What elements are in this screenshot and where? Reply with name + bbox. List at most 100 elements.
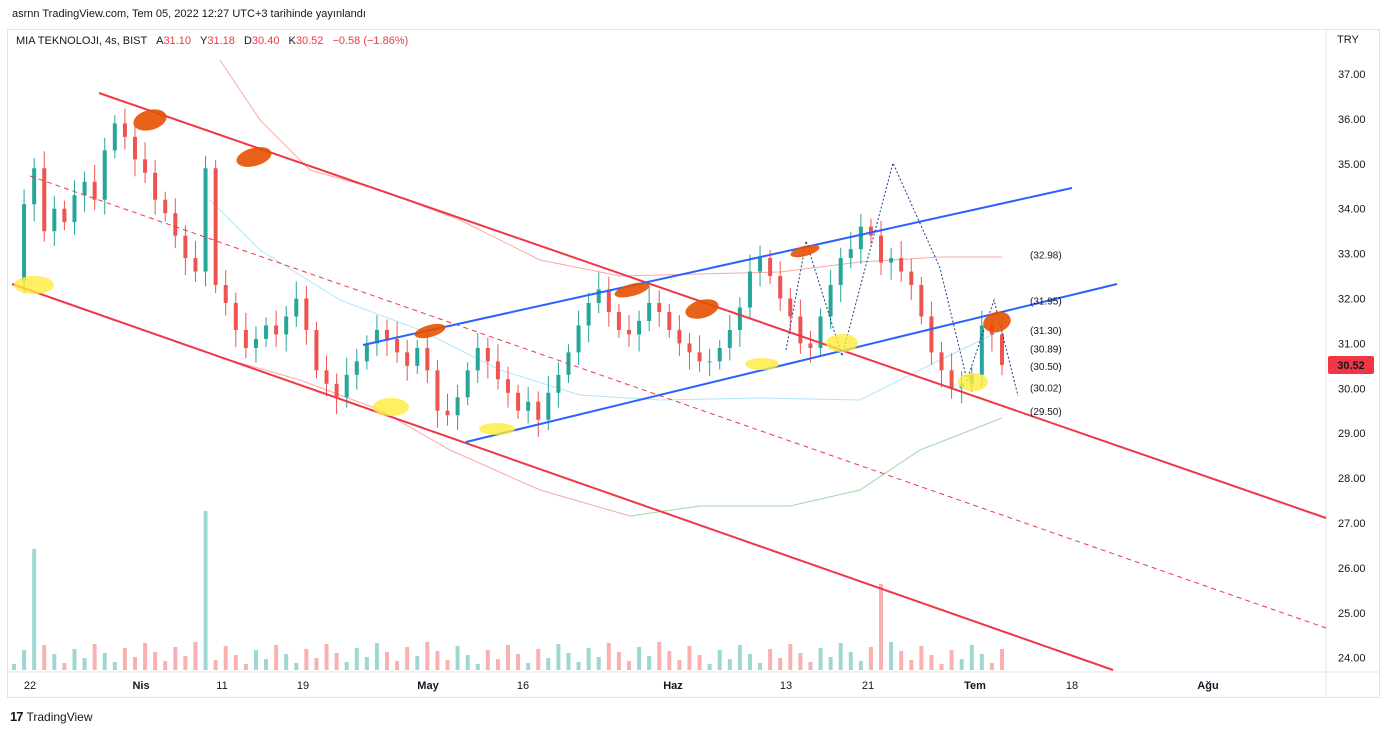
footer-brand[interactable]: 17 TradingView [10,709,93,724]
support-marker [826,334,858,352]
price-level-label: (30.02) [1030,383,1062,394]
y-tick-label: 25.00 [1338,608,1366,620]
volume-bar [637,647,642,670]
volume-bar [747,654,752,670]
candle-body [324,370,329,384]
x-tick-label: 21 [862,680,874,692]
volume-bar [828,657,833,670]
candle-body [979,325,984,375]
volume-bar [435,651,440,670]
volume-bar [697,655,702,670]
candle-body [364,343,369,362]
candles [22,108,1004,437]
blue-channel-upper [362,187,1073,346]
tradingview-logo-icon: 17 [10,709,24,724]
volume-bar [153,652,158,670]
candle-body [778,276,783,299]
candle-body [848,249,853,259]
candle-body [253,338,258,348]
y-tick-label: 33.00 [1338,249,1366,261]
candle-body [939,352,944,371]
volume-bar [879,584,884,670]
candle-body [82,181,87,196]
candle-body [1000,334,1004,365]
y-tick-label: 36.00 [1338,114,1366,126]
resistance-marker [790,244,820,258]
volume-bar [899,651,904,670]
y-tick-label: 24.00 [1338,653,1366,665]
candle-body [747,271,752,308]
y-tick-label: 32.00 [1338,294,1366,306]
volume-bar [233,655,238,670]
volume-bar [203,511,208,670]
candle-body [879,235,884,263]
symbol-legend: MIA TEKNOLOJI, 4s, BIST A31.10 Y31.18 D3… [16,35,408,47]
volume-bar [294,663,299,670]
candle-body [435,370,440,411]
volume-bar [173,647,178,670]
volume-bar [889,642,894,670]
volume-bar [778,658,783,670]
volume-bar [737,645,742,670]
candle-body [22,204,27,281]
volume-bar [32,549,37,670]
currency-label[interactable]: TRY [1337,34,1359,46]
symbol-name: MIA TEKNOLOJI, 4s, BIST [16,35,148,47]
candle-body [526,401,531,411]
volume-bar [979,654,984,670]
candle-body [62,208,67,223]
candle-body [233,302,238,330]
low-value: 30.40 [251,35,280,47]
candle-body [949,370,954,389]
volume-bar [959,659,964,670]
volume-bar [304,649,309,670]
open-value: 31.10 [163,35,191,47]
volume-bar [626,661,631,670]
volume-bar [112,662,117,670]
x-tick-label: 18 [1066,680,1078,692]
candle-body [717,347,722,362]
candle-body [889,258,894,263]
volume-bar [556,644,561,670]
candle-body [516,392,521,411]
candle-body [657,302,662,312]
chart-frame[interactable] [7,29,1380,698]
y-tick-label: 28.00 [1338,473,1366,485]
volume-bar [102,653,107,670]
volume-bar [788,644,793,670]
resistance-marker [614,282,650,298]
volume-bar [616,652,621,670]
x-tick-label: 13 [780,680,792,692]
last-price-tag [1328,355,1374,374]
open-label: A [156,35,164,47]
x-tick-label: 11 [216,680,227,692]
volume-bar [768,649,773,670]
candle-body [455,397,460,416]
candle-body [102,150,107,200]
volume-bar [455,646,460,670]
volume-bar [425,642,430,670]
candle-body [637,320,642,335]
support-marker [373,398,409,416]
volume-bar [52,654,57,670]
resistance-marker [414,323,446,339]
volume-bar [727,659,732,670]
candle-body [42,168,47,232]
close-label: K [288,35,296,47]
volume-bar [354,648,359,670]
candle-body [425,347,430,371]
ma-line-long-up [629,417,1003,517]
volume-bar [62,663,67,670]
volume-bar [1000,649,1004,670]
volume-bar [132,657,137,670]
candle-body [314,329,319,371]
volume-bar [657,642,662,670]
candle-body [92,181,97,200]
price-level-label: (30.50) [1030,362,1062,373]
volume-bar [495,659,500,670]
candle-body [919,285,924,317]
volume-bar [868,647,873,670]
volume-bar [485,650,490,670]
volume-bar [223,646,228,670]
